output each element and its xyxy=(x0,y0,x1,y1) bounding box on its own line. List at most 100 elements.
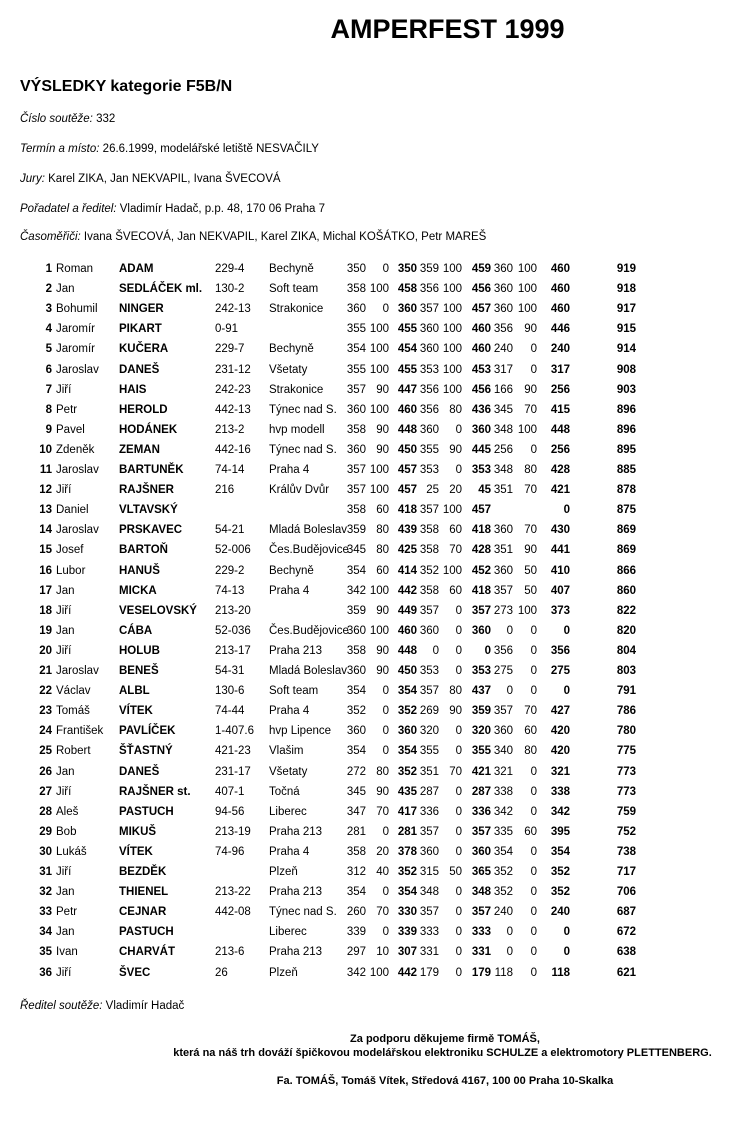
surname: NINGER xyxy=(119,303,164,316)
round1-total: 458 xyxy=(397,283,417,296)
round1-score: 339 xyxy=(346,926,366,939)
round2-score: 355 xyxy=(419,443,439,456)
round1-score: 272 xyxy=(346,765,366,778)
rank: 26 xyxy=(39,765,52,778)
round2-bonus: 70 xyxy=(449,544,462,557)
surname: VÍTEK xyxy=(119,845,153,858)
club: Týnec nad S. xyxy=(269,906,337,919)
round2-total: 353 xyxy=(471,464,491,476)
round3-bonus: 100 xyxy=(517,263,537,275)
rank: 12 xyxy=(39,484,52,497)
round2-total: 445 xyxy=(471,443,491,456)
rank: 11 xyxy=(39,464,52,476)
surname: MICKA xyxy=(119,584,157,597)
round2-score: 360 xyxy=(419,624,439,637)
final-total: 896 xyxy=(616,403,636,416)
first-name: Jaroslav xyxy=(56,464,99,476)
round2-score: 348 xyxy=(419,886,439,899)
round3-score: 335 xyxy=(493,825,513,838)
sponsor-line: která na náš trh dováží špičkovou modelá… xyxy=(173,1047,712,1059)
round2-bonus: 0 xyxy=(455,825,462,838)
round2-total: 418 xyxy=(471,524,491,537)
round1-score: 357 xyxy=(346,464,366,476)
round3-score: 338 xyxy=(493,785,513,798)
first-name: Zdeněk xyxy=(56,443,95,456)
round3-score: 273 xyxy=(493,604,513,617)
round2-score: 331 xyxy=(419,946,439,959)
rank: 29 xyxy=(39,825,52,838)
final-total: 759 xyxy=(616,805,636,818)
round1-score: 358 xyxy=(346,644,366,657)
round1-total: 354 xyxy=(397,685,417,698)
round1-score: 354 xyxy=(346,564,366,577)
round3-bonus: 100 xyxy=(517,604,537,617)
round1-bonus: 0 xyxy=(382,725,389,738)
table-row: 36 Jiří ŠVEC 26 Plzeň 342 100 442 179 0 179 118 0 118… xyxy=(0,967,755,987)
round2-total: 452 xyxy=(471,564,491,577)
club: Bechyně xyxy=(269,263,314,275)
round1-total: 425 xyxy=(397,544,417,557)
round1-total: 457 xyxy=(397,484,417,497)
round2-score: 357 xyxy=(419,303,439,316)
info-label: Časoměřiči: xyxy=(20,231,81,243)
rank: 28 xyxy=(39,805,52,818)
round3-total: 338 xyxy=(550,785,570,798)
table-row: 15 Josef BARTOŇ 52-006 Čes.Budějovice 345 80 42… xyxy=(0,544,755,564)
round3-total: 407 xyxy=(550,584,570,597)
round3-bonus: 0 xyxy=(530,665,537,677)
round3-total: 460 xyxy=(550,283,570,296)
final-total: 860 xyxy=(616,584,636,597)
rank: 27 xyxy=(39,785,52,798)
round2-total: 457 xyxy=(471,303,491,316)
round2-score: 352 xyxy=(419,564,439,577)
round1-score: 360 xyxy=(346,624,366,637)
round1-total: 450 xyxy=(397,665,417,677)
round3-total: 317 xyxy=(550,363,570,376)
round1-bonus: 100 xyxy=(369,484,389,497)
round2-total: 428 xyxy=(471,544,491,557)
round2-score: 358 xyxy=(419,584,439,597)
round3-score: 317 xyxy=(493,363,513,376)
round3-total: 373 xyxy=(550,604,570,617)
round3-total: 356 xyxy=(550,644,570,657)
licence: 74-96 xyxy=(215,845,245,858)
round2-bonus: 0 xyxy=(455,906,462,919)
first-name: Lubor xyxy=(56,564,86,577)
round3-bonus: 0 xyxy=(530,805,537,818)
round1-total: 354 xyxy=(397,745,417,758)
round1-score: 360 xyxy=(346,665,366,677)
round2-bonus: 100 xyxy=(442,323,462,336)
round3-score: 360 xyxy=(493,564,513,577)
round1-score: 354 xyxy=(346,343,366,356)
first-name: Aleš xyxy=(56,805,79,818)
round2-bonus: 0 xyxy=(455,886,462,899)
document-title: AMPERFEST 1999 xyxy=(330,14,565,44)
round3-bonus: 70 xyxy=(524,705,537,718)
round1-score: 355 xyxy=(346,363,366,376)
round3-bonus: 100 xyxy=(517,303,537,316)
round3-total: 352 xyxy=(550,886,570,899)
info-value: Vladimír Hadač, p.p. 48, 170 06 Praha 7 xyxy=(119,203,325,215)
round3-score: 0 xyxy=(506,946,513,959)
round3-bonus: 80 xyxy=(524,745,537,758)
club: Praha 4 xyxy=(269,584,310,597)
round1-score: 357 xyxy=(346,383,366,396)
licence: 213-2 xyxy=(215,423,245,436)
round1-score: 354 xyxy=(346,745,366,758)
surname: BENEŠ xyxy=(119,665,159,677)
final-total: 687 xyxy=(616,906,636,919)
round1-bonus: 100 xyxy=(369,363,389,376)
round3-bonus: 0 xyxy=(530,785,537,798)
table-row: 8 Petr HEROLD 442-13 Týnec nad S. 360 100 460 35… xyxy=(0,404,755,424)
first-name: Václav xyxy=(56,685,91,698)
club: Praha 4 xyxy=(269,464,310,476)
round2-score: 351 xyxy=(419,765,439,778)
table-row: 5 Jaromír KUČERA 229-7 Bechyně 354 100 454 360 10… xyxy=(0,343,755,363)
round3-score: 357 xyxy=(493,705,513,718)
rank: 3 xyxy=(45,303,52,316)
round2-bonus: 90 xyxy=(449,443,462,456)
round3-total: 410 xyxy=(550,564,570,577)
round1-score: 358 xyxy=(346,504,366,517)
round3-score: 352 xyxy=(493,866,513,878)
round3-score: 275 xyxy=(493,665,513,677)
